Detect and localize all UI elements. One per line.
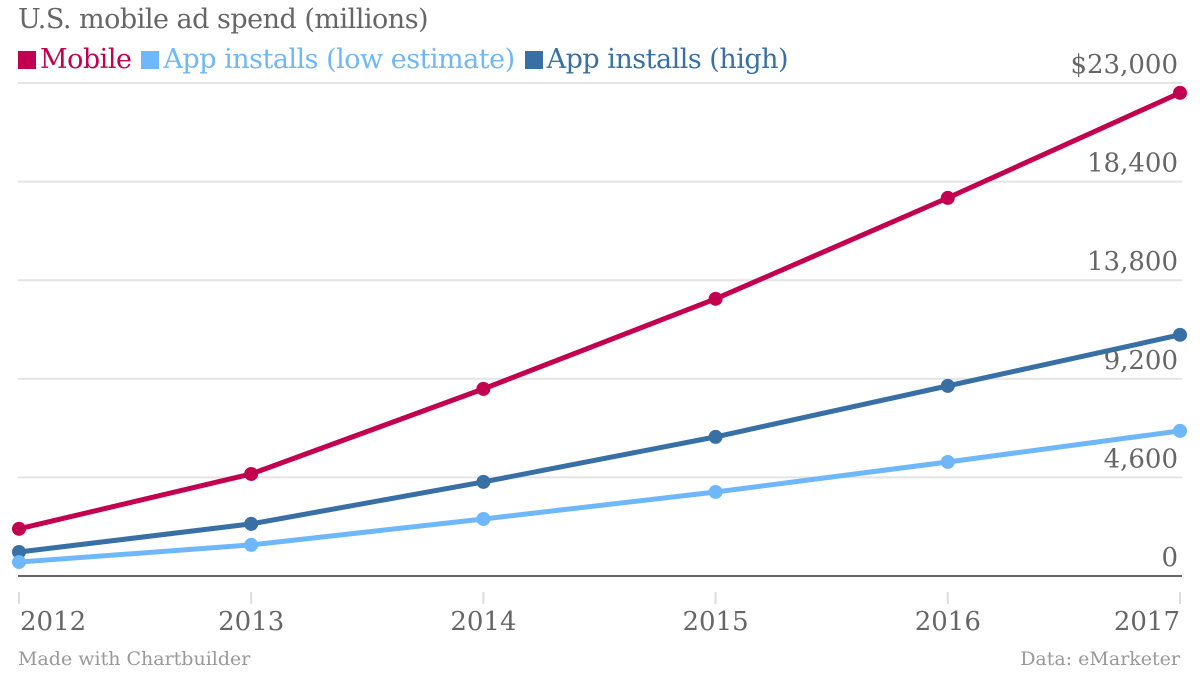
data-point — [940, 190, 955, 205]
legend-swatch — [524, 50, 543, 69]
data-point — [476, 511, 491, 526]
data-point — [244, 516, 259, 531]
y-tick-label: 18,400 — [1087, 149, 1178, 179]
x-tick-label: 2013 — [218, 607, 284, 637]
data-point — [244, 537, 259, 552]
chart-title: U.S. mobile ad spend (millions) — [18, 4, 429, 35]
y-tick-label: 0 — [1161, 543, 1178, 573]
x-tick-label: 2017 — [1114, 607, 1180, 637]
data-point — [940, 378, 955, 393]
data-point — [12, 521, 26, 536]
x-tick-label: 2012 — [20, 607, 86, 637]
credit-text: Made with Chartbuilder — [18, 648, 251, 670]
data-point — [708, 291, 723, 306]
legend-label: App installs (low estimate) — [163, 44, 515, 75]
data-point — [244, 466, 259, 481]
data-point — [476, 381, 491, 396]
y-tick-label: $23,000 — [1070, 50, 1178, 80]
data-point — [12, 555, 26, 570]
legend: Mobile App installs (low estimate) App i… — [18, 44, 789, 75]
legend-swatch — [18, 50, 36, 69]
data-point — [1173, 423, 1187, 438]
data-point — [476, 474, 491, 489]
x-tick-label: 2016 — [915, 607, 981, 637]
x-tick-label: 2014 — [450, 607, 516, 637]
data-point — [12, 544, 26, 559]
legend-item-low: App installs (low estimate) — [141, 44, 515, 75]
y-tick-label: 4,600 — [1104, 444, 1178, 474]
data-point — [708, 429, 723, 444]
series-line — [18, 332, 1181, 555]
series-line — [18, 428, 1181, 565]
data-point — [940, 454, 955, 469]
legend-swatch — [141, 50, 160, 69]
series-line — [18, 90, 1182, 532]
legend-item-mobile: Mobile — [18, 44, 132, 75]
legend-label: Mobile — [40, 44, 132, 75]
legend-label: App installs (high) — [546, 44, 789, 75]
x-tick-label: 2015 — [683, 607, 749, 637]
data-point — [1173, 327, 1187, 342]
source-text: Data: eMarketer — [1020, 648, 1180, 670]
y-tick-label: 13,800 — [1087, 247, 1178, 277]
data-point — [1173, 85, 1187, 100]
data-point — [708, 484, 723, 499]
legend-item-high: App installs (high) — [524, 44, 789, 75]
